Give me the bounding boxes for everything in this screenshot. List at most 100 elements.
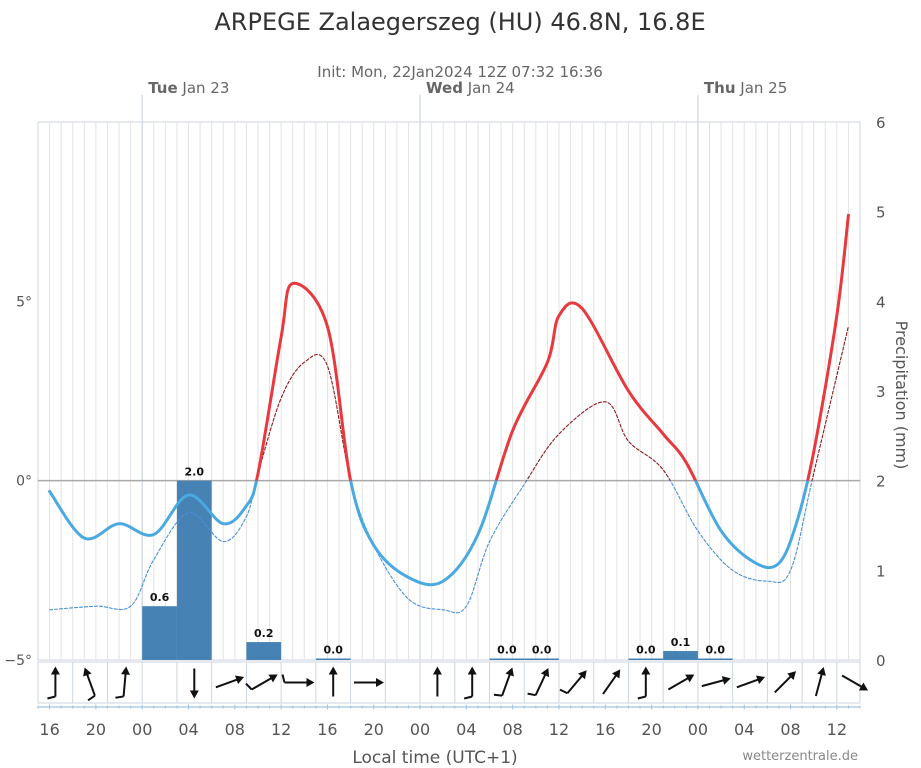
- wind-barb: [115, 695, 124, 699]
- wind-arrow: [667, 674, 695, 691]
- precip-bar: [524, 658, 559, 660]
- credit-label: wetterzentrale.de: [742, 749, 858, 764]
- wind-arrow-head: [685, 674, 695, 683]
- wind-arrow-head: [755, 675, 766, 684]
- left-axis-tick-label: 5°: [16, 294, 32, 310]
- x-tick-label: 04: [178, 720, 198, 739]
- temperature-lines: [48, 213, 850, 614]
- wind-arrow-shaft: [841, 674, 866, 690]
- x-tick-label: 20: [641, 720, 661, 739]
- wind-arrow-head: [50, 666, 60, 675]
- x-tick-label: 08: [780, 720, 800, 739]
- right-axis-tick-label: 0: [876, 652, 886, 670]
- wind-barb: [47, 695, 56, 700]
- wind-arrow-head: [268, 674, 278, 683]
- precip-bar: [663, 651, 698, 660]
- left-axis-tick-label: 0°: [16, 474, 32, 490]
- day-label: Tue Jan 23: [148, 79, 229, 97]
- wind-arrow: [245, 674, 278, 691]
- wind-arrow: [701, 676, 731, 688]
- wind-arrow-shaft: [814, 670, 824, 697]
- wind-arrow: [602, 669, 621, 695]
- wind-arrow-shaft: [602, 672, 619, 695]
- wind-arrow: [47, 666, 60, 700]
- wind-barb: [493, 693, 503, 697]
- wind-arrow-head: [817, 667, 826, 676]
- wind-arrow-head: [467, 666, 477, 675]
- precipitation-bars: 0.6 2.0 0.2 0.0 0.0 0.0 0.0 0.1 0.0: [142, 466, 733, 660]
- wind-arrow-shaft: [215, 677, 241, 689]
- x-tick-label: 12: [549, 720, 569, 739]
- wind-barb: [245, 682, 253, 691]
- x-tick-label: 16: [39, 720, 59, 739]
- wind-arrow: [281, 674, 315, 687]
- wind-arrow-shaft: [501, 670, 512, 696]
- precip-value-label: 0.0: [532, 644, 552, 657]
- wind-arrow-shaft: [736, 677, 762, 689]
- wind-arrow-head: [858, 682, 869, 691]
- x-tick-label: 04: [456, 720, 476, 739]
- x-tick-label: 12: [271, 720, 291, 739]
- wind-arrow-head: [376, 678, 384, 687]
- precip-bar: [489, 658, 525, 660]
- wind-barb: [637, 695, 647, 700]
- wind-arrow: [354, 678, 384, 687]
- x-tick-label: 00: [410, 720, 430, 739]
- right-axis-tick-label: 3: [876, 383, 886, 401]
- precip-bar: [176, 480, 212, 660]
- wind-arrow-head: [83, 667, 92, 677]
- wind-arrow-head: [505, 667, 514, 677]
- day-label: Wed Jan 24: [426, 79, 515, 97]
- x-tick-label: 20: [86, 720, 106, 739]
- wind-arrow: [328, 666, 338, 697]
- wind-arrow-head: [234, 675, 245, 684]
- wind-arrow-head: [328, 666, 338, 675]
- precip-bar: [142, 606, 177, 660]
- right-axis-tick-label: 1: [876, 562, 886, 580]
- precip-value-label: 0.1: [671, 636, 691, 649]
- precip-value-label: 0.0: [706, 644, 726, 657]
- precip-value-label: 0.2: [254, 627, 274, 640]
- wind-arrow-head: [721, 676, 731, 685]
- day-label: Thu Jan 25: [704, 79, 787, 97]
- wind-arrow: [493, 667, 514, 697]
- right-axis-tick-label: 4: [876, 293, 886, 311]
- precip-value-label: 0.6: [150, 591, 170, 604]
- wind-arrow: [559, 670, 587, 695]
- x-axis-label: Local time (UTC+1): [352, 748, 517, 768]
- precip-value-label: 0.0: [497, 644, 517, 657]
- wind-arrows: [37, 661, 869, 704]
- wind-arrow: [463, 666, 477, 700]
- wind-arrow-head: [641, 666, 651, 675]
- x-tick-label: 16: [317, 720, 337, 739]
- precip-bar: [697, 658, 733, 660]
- wind-arrow-head: [612, 669, 621, 679]
- wind-arrow-shaft: [701, 678, 728, 688]
- wind-barb: [281, 674, 286, 683]
- plot-frame: [37, 121, 861, 661]
- wind-arrow: [736, 675, 766, 689]
- wind-arrow: [637, 666, 651, 700]
- precip-value-label: 2.0: [185, 466, 205, 479]
- wind-arrow: [774, 671, 797, 694]
- wind-arrow: [215, 675, 245, 689]
- right-axis-label: Precipitation (mm): [892, 321, 911, 470]
- wind-arrow: [527, 667, 550, 697]
- x-tick-label: 08: [502, 720, 522, 739]
- wind-arrow: [814, 667, 826, 697]
- wind-arrow-head: [189, 690, 199, 699]
- wind-arrow-head: [306, 678, 315, 687]
- wind-arrow: [189, 668, 199, 699]
- precip-value-label: 0.0: [636, 644, 656, 657]
- wind-arrow-head: [787, 671, 797, 681]
- wind-arrow-shaft: [534, 671, 548, 696]
- x-tick-label: 20: [364, 720, 384, 739]
- wind-barb: [559, 688, 568, 695]
- wind-arrow-head: [578, 670, 587, 680]
- wind-arrow: [83, 667, 96, 702]
- wind-arrow-shaft: [774, 673, 794, 694]
- x-tick-label: 12: [827, 720, 847, 739]
- x-tick-label: 08: [225, 720, 245, 739]
- wind-arrow-shaft: [251, 675, 275, 691]
